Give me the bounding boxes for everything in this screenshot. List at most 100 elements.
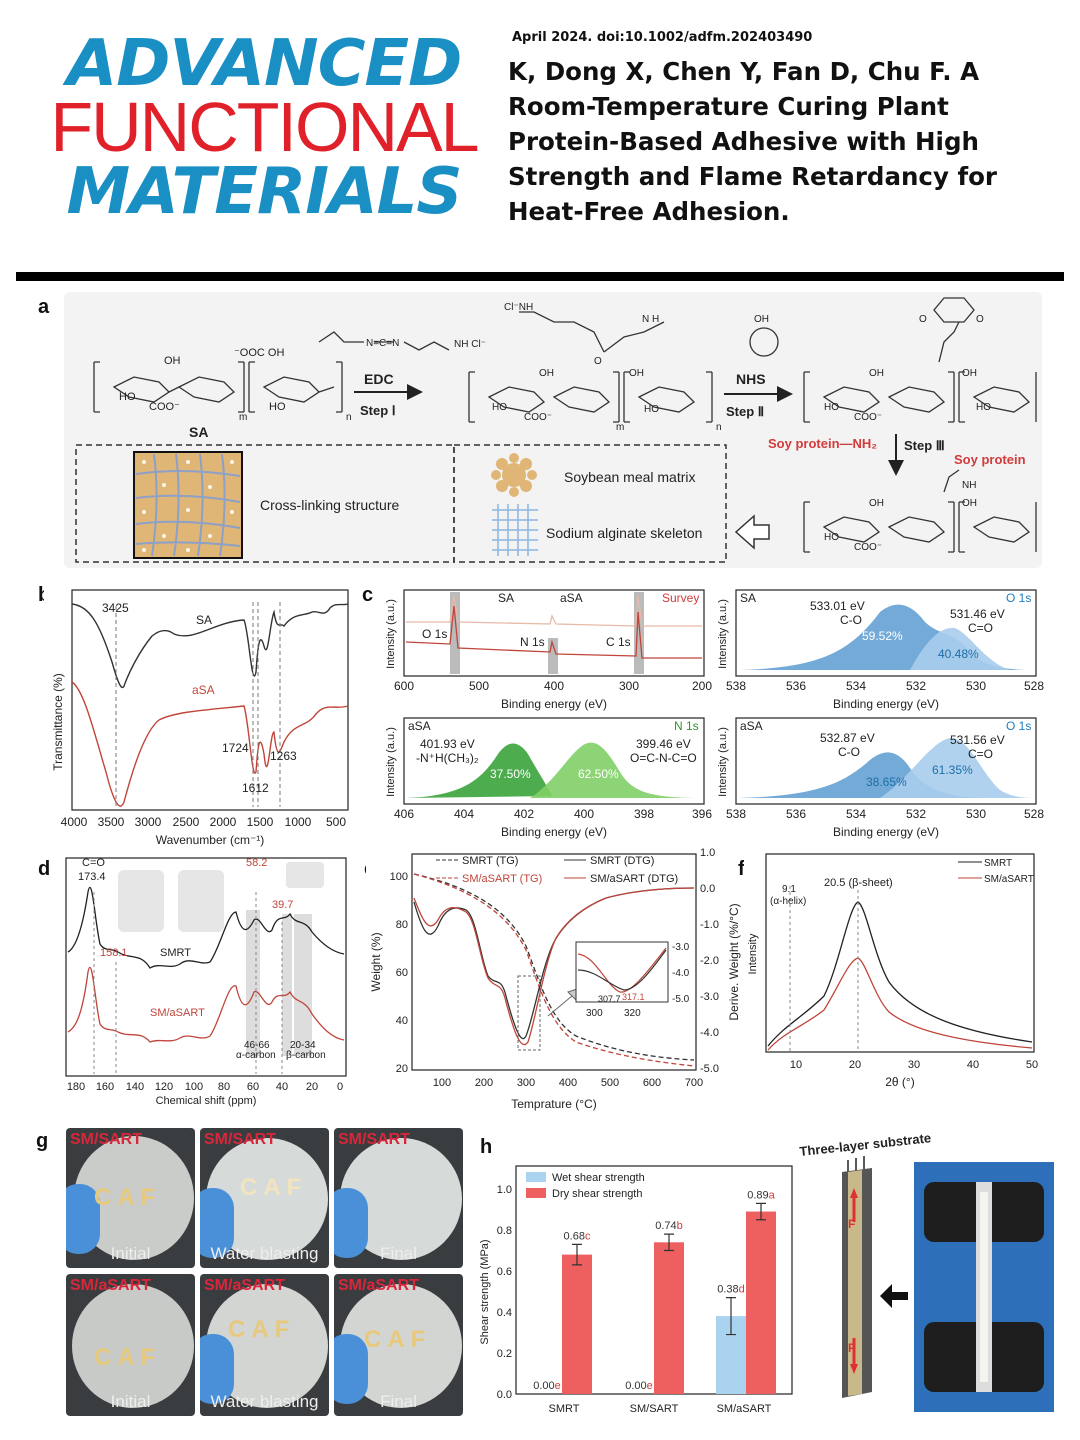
xps-c2-title: O 1s: [1006, 591, 1031, 605]
xps-c4-xtick-4: 530: [966, 807, 986, 821]
xps-legend-asa: aSA: [560, 591, 583, 605]
xps-c3-ylabel: Intensity (a.u.): [385, 727, 397, 797]
tga-legend-0: SMRT (TG): [462, 855, 518, 867]
xps-c3-xlabel: Binding energy (eV): [501, 825, 607, 839]
svg-text:N H: N H: [642, 314, 659, 325]
nmr-ann-2034: 20-34: [290, 1040, 316, 1051]
xps-c2-xtick-0: 538: [726, 679, 746, 693]
tga-inset-307: 307.7: [598, 994, 621, 1004]
svg-text:O: O: [594, 356, 602, 367]
ftir-xtick-4: 2000: [210, 815, 237, 829]
xps-c2-ylabel: Intensity (a.u.): [717, 599, 729, 669]
shear-bar-chart: 0.00e 0.68c 0.00e 0.74b 0.38d 0.89a 0.0 0.2 0…: [479, 1165, 793, 1415]
xrd-smasart-line: [767, 957, 1033, 1051]
photo-r1-initial: SM/SART CAF Initial: [66, 1128, 195, 1268]
svg-text:COO⁻: COO⁻: [854, 542, 882, 553]
tga-xtick-0: 100: [433, 1077, 451, 1089]
soy-nh2-label: Soy protein—NH₂: [768, 436, 877, 451]
nmr-ann-39: 39.7: [272, 899, 293, 911]
svg-text:HO: HO: [492, 402, 507, 413]
photo-r2-initial: SM/aSART CAF Initial: [66, 1274, 195, 1416]
soybean-label: Soybean meal matrix: [564, 469, 696, 485]
xps-c1-xtick-3: 300: [619, 679, 639, 693]
photo-r2-c2-stage: Water blasting: [210, 1392, 319, 1411]
svg-text:O: O: [919, 314, 927, 325]
xps-c4-sample: aSA: [740, 719, 763, 733]
xrd-legend-0: SMRT: [984, 858, 1012, 869]
nmr-chart: C=O 173.4 158.1 58.2 39.7 46-66 α-carbon…: [65, 857, 347, 1107]
photo-r2-water: SM/aSART CAF Water blasting: [200, 1274, 329, 1416]
svg-text:O: O: [976, 314, 984, 325]
nmr-xtick-8: 20: [306, 1081, 318, 1093]
nmr-xtick-1: 160: [96, 1081, 114, 1093]
errorbar-1-1: [664, 1233, 674, 1252]
xrd-xtick-1: 20: [849, 1059, 861, 1071]
tga-smasart-tg: [413, 873, 695, 1067]
tga-smasart-dtg: [413, 887, 695, 1046]
panel-e: 307.7 317.1 300 320 -3.0 -4.0 -5.0 SMRT …: [366, 846, 742, 1112]
scheme-panel: OH ⁻OOC OH HO COO⁻ HO m n SA N=C=N NH Cl…: [64, 292, 1042, 568]
bar-ylabel: Shear strength (MPa): [479, 1239, 491, 1344]
xrd-ann-alpha: (α-helix): [770, 896, 806, 907]
step2-label: Step Ⅱ: [726, 404, 764, 419]
svg-text:N=C=N: N=C=N: [366, 338, 399, 349]
xps-c2-xtick-4: 530: [966, 679, 986, 693]
xps-c3-xtick-3: 400: [574, 807, 594, 821]
tga-ytick-40: 40: [396, 1015, 408, 1027]
nmr-xtick-4: 100: [185, 1081, 203, 1093]
bar-legend-wet: Wet shear strength: [552, 1172, 645, 1184]
xrd-chart: 9.1 (α-helix) 20.5 (β-sheet) SMRT SM/aSA…: [747, 853, 1038, 1089]
photo-r1-final: SM/SART Final: [334, 1128, 463, 1268]
xrd-legend-1: SM/aSART: [984, 874, 1034, 885]
nmr-legend-smrt: SMRT: [160, 947, 191, 959]
xps-c2-p1-pct: 59.52%: [862, 629, 903, 643]
force-top: F: [848, 1217, 855, 1231]
xps-c3-p1-bond: -N⁺H(CH₃)₂: [416, 751, 479, 765]
panel-b: Transmittance (%) 3425 1724 1612 1263 SA…: [44, 582, 356, 850]
xps-c4-p1-pct: 38.65%: [866, 775, 907, 789]
xps-o1s: O 1s: [422, 627, 447, 641]
panel-f: 9.1 (α-helix) 20.5 (β-sheet) SMRT SM/aSA…: [744, 846, 1044, 1112]
ftir-xtick-3: 2500: [173, 815, 200, 829]
panel-label-d: d: [38, 858, 51, 880]
bar-label-0-1: 0.00e: [625, 1380, 653, 1392]
photo-r2-final: SM/aSART CAF Final: [334, 1274, 463, 1416]
nmr-xtick-5: 80: [218, 1081, 230, 1093]
xps-c4-xtick-1: 536: [786, 807, 806, 821]
bar-ytick-4: 0.8: [497, 1225, 512, 1237]
svg-text:m: m: [616, 422, 624, 433]
bar-cat-0: SMRT: [549, 1403, 580, 1415]
xrd-xlabel: 2θ (°): [885, 1075, 914, 1089]
xrd-ann-91: 9.1: [782, 884, 796, 895]
svg-text:OH: OH: [869, 498, 884, 509]
xps-legend-sa: SA: [498, 591, 514, 605]
xps-c1-xlabel: Binding energy (eV): [501, 697, 607, 711]
xps-survey-title: Survey: [662, 591, 699, 605]
photo-r2-c3-sample: SM/aSART: [338, 1277, 419, 1294]
citation-title: K, Dong X, Chen Y, Fan D, Chu F. A Room‐…: [508, 57, 998, 226]
tga-xtick-6: 700: [685, 1077, 703, 1089]
ftir-xlabel: Wavenumber (cm⁻¹): [156, 833, 265, 847]
svg-text:OH: OH: [539, 368, 554, 379]
xps-c1-ylabel: Intensity (a.u.): [385, 599, 397, 669]
nmr-xtick-7: 40: [276, 1081, 288, 1093]
step1-label: Step Ⅰ: [360, 403, 396, 418]
xps-c2-sample: SA: [740, 591, 756, 605]
tga-y2tick-4: -3.0: [700, 991, 719, 1003]
pointer-arrow-icon: [880, 1284, 908, 1308]
header-rule: [16, 272, 1064, 281]
citation-line: April 2024. doi:10.1002/adfm.202403490: [512, 30, 813, 45]
photo-r1-c2-stage: Water blasting: [210, 1244, 319, 1263]
tga-xtick-3: 400: [559, 1077, 577, 1089]
tga-y2tick-5: -4.0: [700, 1027, 719, 1039]
tga-y2tick-1: 0.0: [700, 883, 715, 895]
alginate-label: Sodium alginate skeleton: [546, 525, 702, 541]
xps-c3-xtick-4: 398: [634, 807, 654, 821]
tga-inset-ytick-2: -5.0: [672, 994, 690, 1005]
xps-c4-xlabel: Binding energy (eV): [833, 825, 939, 839]
xps-c2-p2-energy: 531.46 eV: [950, 607, 1005, 621]
tga-inset-xtick-1: 320: [624, 1008, 641, 1019]
bar-ytick-2: 0.4: [497, 1307, 512, 1319]
panel-h: 0.00e 0.68c 0.00e 0.74b 0.38d 0.89a 0.0 0.2 0…: [476, 1160, 800, 1426]
